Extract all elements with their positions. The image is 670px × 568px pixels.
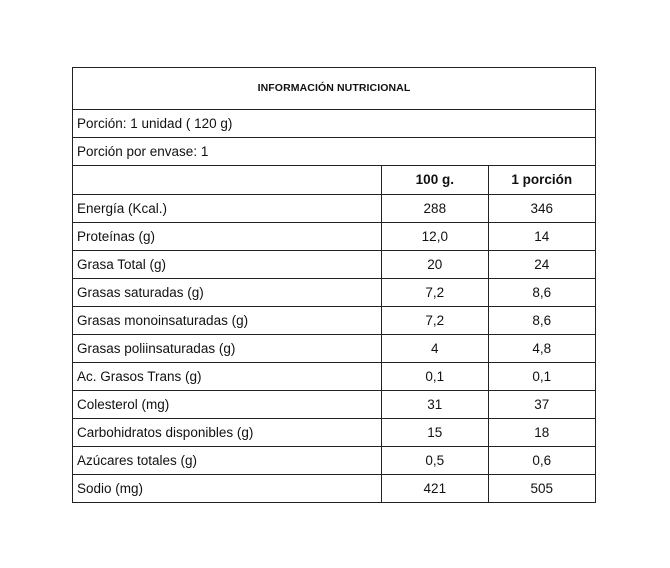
value-per-portion: 37 — [487, 390, 597, 419]
nutrition-table-body: INFORMACIÓN NUTRICIONAL Porción: 1 unida… — [71, 67, 597, 503]
table-row: Grasas monoinsaturadas (g) 7,2 8,6 — [71, 306, 597, 335]
value-per-100g: 0,1 — [381, 362, 489, 391]
nutrient-name: Carbohidratos disponibles (g) — [71, 418, 383, 447]
portions-per-package-row: Porción por envase: 1 — [72, 137, 596, 166]
nutrient-name: Grasas saturadas (g) — [71, 278, 383, 307]
value-per-100g: 7,2 — [381, 306, 489, 335]
table-row: Carbohidratos disponibles (g) 15 18 — [71, 418, 597, 447]
column-header-per-100g: 100 g. — [381, 165, 489, 195]
value-per-portion: 346 — [487, 194, 597, 223]
column-header-per-portion: 1 porción — [487, 165, 597, 195]
value-per-portion: 8,6 — [487, 306, 597, 335]
value-per-portion: 14 — [487, 222, 597, 251]
column-header-row: 100 g. 1 porción — [71, 165, 597, 195]
value-per-portion: 0,1 — [487, 362, 597, 391]
portion-row: Porción: 1 unidad ( 120 g) — [72, 109, 596, 138]
nutrient-name: Grasas monoinsaturadas (g) — [71, 306, 383, 335]
title-row: INFORMACIÓN NUTRICIONAL — [72, 67, 596, 110]
nutrient-name: Colesterol (mg) — [71, 390, 383, 419]
table-title: INFORMACIÓN NUTRICIONAL — [72, 67, 596, 110]
value-per-100g: 12,0 — [381, 222, 489, 251]
value-per-100g: 7,2 — [381, 278, 489, 307]
nutrition-facts-table: INFORMACIÓN NUTRICIONAL Porción: 1 unida… — [71, 67, 597, 503]
nutrient-name: Azúcares totales (g) — [71, 446, 383, 475]
value-per-100g: 20 — [381, 250, 489, 279]
table-row: Azúcares totales (g) 0,5 0,6 — [71, 446, 597, 475]
portions-per-package: Porción por envase: 1 — [72, 137, 596, 166]
portion-size: Porción: 1 unidad ( 120 g) — [72, 109, 596, 138]
nutrient-name: Grasas poliinsaturadas (g) — [71, 334, 383, 363]
value-per-100g: 421 — [381, 474, 489, 503]
table-row: Colesterol (mg) 31 37 — [71, 390, 597, 419]
value-per-portion: 8,6 — [487, 278, 597, 307]
nutrient-name: Ac. Grasos Trans (g) — [71, 362, 383, 391]
value-per-100g: 0,5 — [381, 446, 489, 475]
value-per-portion: 18 — [487, 418, 597, 447]
nutrient-name: Sodio (mg) — [71, 474, 383, 503]
table-row: Grasa Total (g) 20 24 — [71, 250, 597, 279]
value-per-portion: 24 — [487, 250, 597, 279]
nutrient-name: Grasa Total (g) — [71, 250, 383, 279]
table-row: Proteínas (g) 12,0 14 — [71, 222, 597, 251]
value-per-100g: 4 — [381, 334, 489, 363]
table-row: Grasas poliinsaturadas (g) 4 4,8 — [71, 334, 597, 363]
nutrient-name: Proteínas (g) — [71, 222, 383, 251]
table-row: Grasas saturadas (g) 7,2 8,6 — [71, 278, 597, 307]
value-per-portion: 4,8 — [487, 334, 597, 363]
value-per-portion: 0,6 — [487, 446, 597, 475]
value-per-100g: 15 — [381, 418, 489, 447]
value-per-portion: 505 — [487, 474, 597, 503]
column-header-nutrient — [71, 165, 383, 195]
nutrient-name: Energía (Kcal.) — [71, 194, 383, 223]
value-per-100g: 31 — [381, 390, 489, 419]
table-row: Ac. Grasos Trans (g) 0,1 0,1 — [71, 362, 597, 391]
table-row: Energía (Kcal.) 288 346 — [71, 194, 597, 223]
table-row: Sodio (mg) 421 505 — [71, 474, 597, 503]
value-per-100g: 288 — [381, 194, 489, 223]
